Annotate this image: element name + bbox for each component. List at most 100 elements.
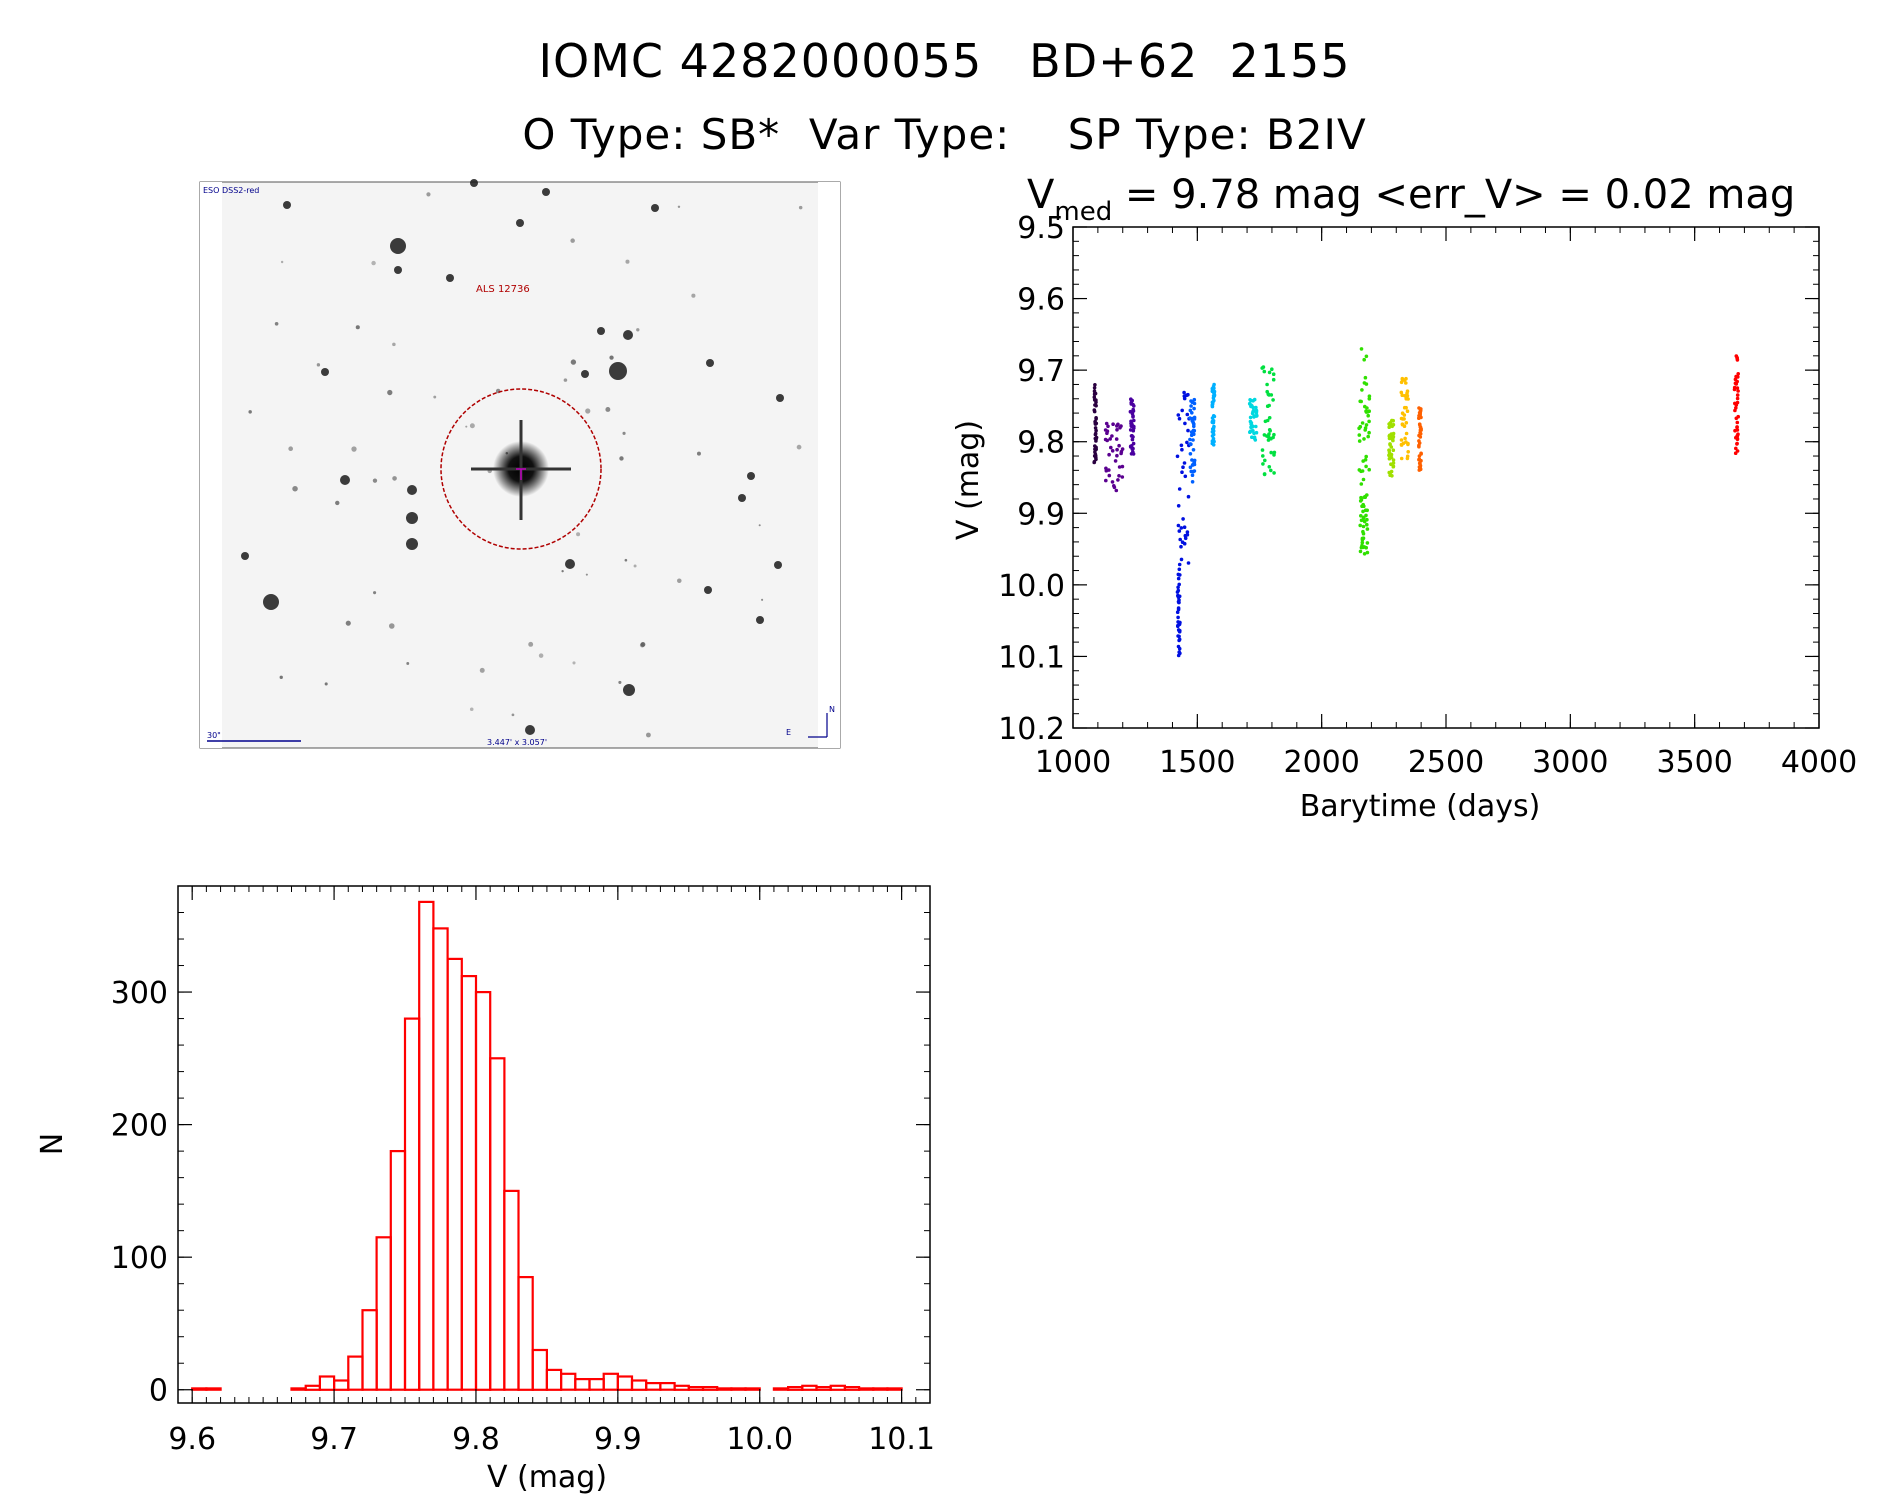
title-main: V [1027,172,1055,218]
light-curve-title: Vmed = 9.78 mag <err_V> = 0.02 mag [1027,172,1795,227]
data-point [1364,454,1368,459]
data-point [1130,411,1135,416]
faint-star [625,259,630,264]
data-point [1188,452,1193,456]
data-point [1131,435,1135,439]
histogram-bar [446,957,463,1391]
data-point [1177,562,1182,567]
data-point [1357,433,1362,437]
histogram-bar [474,990,492,1391]
data-point [1128,444,1133,449]
data-point [1191,438,1195,442]
star [407,485,417,495]
data-point [1185,412,1190,417]
data-point [1391,448,1396,453]
data-point [1192,397,1197,402]
data-point [1115,428,1119,432]
data-point [1267,403,1271,408]
data-point [1735,356,1739,361]
data-point [1185,440,1189,445]
y-tick-label: 200 [111,1109,168,1144]
data-point [1735,420,1740,425]
data-point [1406,450,1410,454]
faint-star [324,682,328,686]
data-point [1252,397,1257,402]
data-point [1176,585,1180,590]
survey-label: ESO DSS2-red [203,186,259,195]
faint-star [469,707,474,712]
histogram-bar [701,1385,719,1391]
data-point [1365,527,1370,531]
y-tick-label: 9.8 [1017,426,1065,461]
histogram-ylabel: N [35,1133,70,1155]
faint-star [605,407,611,412]
data-point [1094,428,1098,433]
faint-star [316,363,321,367]
light-curve-xlabel: Barytime (days) [1300,789,1541,824]
data-point [1188,465,1193,470]
target-star [471,420,571,520]
data-point [1405,394,1410,398]
data-point [1188,416,1192,420]
data-point [1189,469,1193,474]
data-point [1177,650,1181,654]
faint-star [570,359,577,365]
data-point [1254,409,1259,413]
data-point [1177,600,1181,605]
scale-label: 30" [207,731,221,740]
histogram-bar [531,1348,549,1391]
histogram-bar [829,1384,847,1391]
faint-star [758,524,761,527]
data-point [1389,462,1393,467]
faint-star [585,573,588,576]
data-point [1365,508,1369,513]
data-point [1192,406,1196,411]
data-point [1210,404,1215,409]
data-point [1399,456,1404,461]
data-point [1094,445,1098,450]
faint-star [355,325,360,330]
faint-star [392,476,397,481]
data-point [1248,419,1253,424]
data-point [1404,421,1409,425]
data-point [1252,431,1256,436]
data-point [1363,428,1367,432]
data-point [1181,517,1185,521]
data-point [1367,419,1371,424]
data-point [1403,436,1407,441]
y-tick-label: 9.9 [1017,497,1065,532]
data-point [1104,421,1109,426]
data-point [1263,458,1267,463]
star [774,561,782,569]
histogram-bar [744,1387,761,1391]
data-point [1116,478,1120,482]
data-point [1191,462,1196,467]
histogram-bar [361,1309,378,1391]
data-point [1262,369,1267,374]
data-point [1104,478,1108,483]
histogram-bar [545,1368,563,1391]
data-point [1111,422,1115,427]
data-point [1132,426,1136,430]
x-tick-label: 3000 [1532,745,1608,780]
data-point [1092,395,1097,400]
data-point [1367,467,1371,472]
faint-star [511,713,515,717]
data-point [1261,462,1265,466]
y-tick-label: 300 [111,976,168,1011]
data-point [1404,376,1408,381]
data-point [1110,449,1115,453]
faint-star [248,410,252,414]
y-tick-label: 0 [149,1374,168,1409]
data-point [1417,461,1422,466]
data-point [1265,418,1270,423]
data-point [1735,400,1740,405]
faint-star [392,342,396,347]
data-point [1364,382,1369,386]
faint-star [585,408,591,414]
star [623,684,635,696]
data-point [1364,545,1368,550]
data-point [1179,443,1184,448]
data-point [1093,391,1097,396]
histogram-bar [205,1387,222,1391]
